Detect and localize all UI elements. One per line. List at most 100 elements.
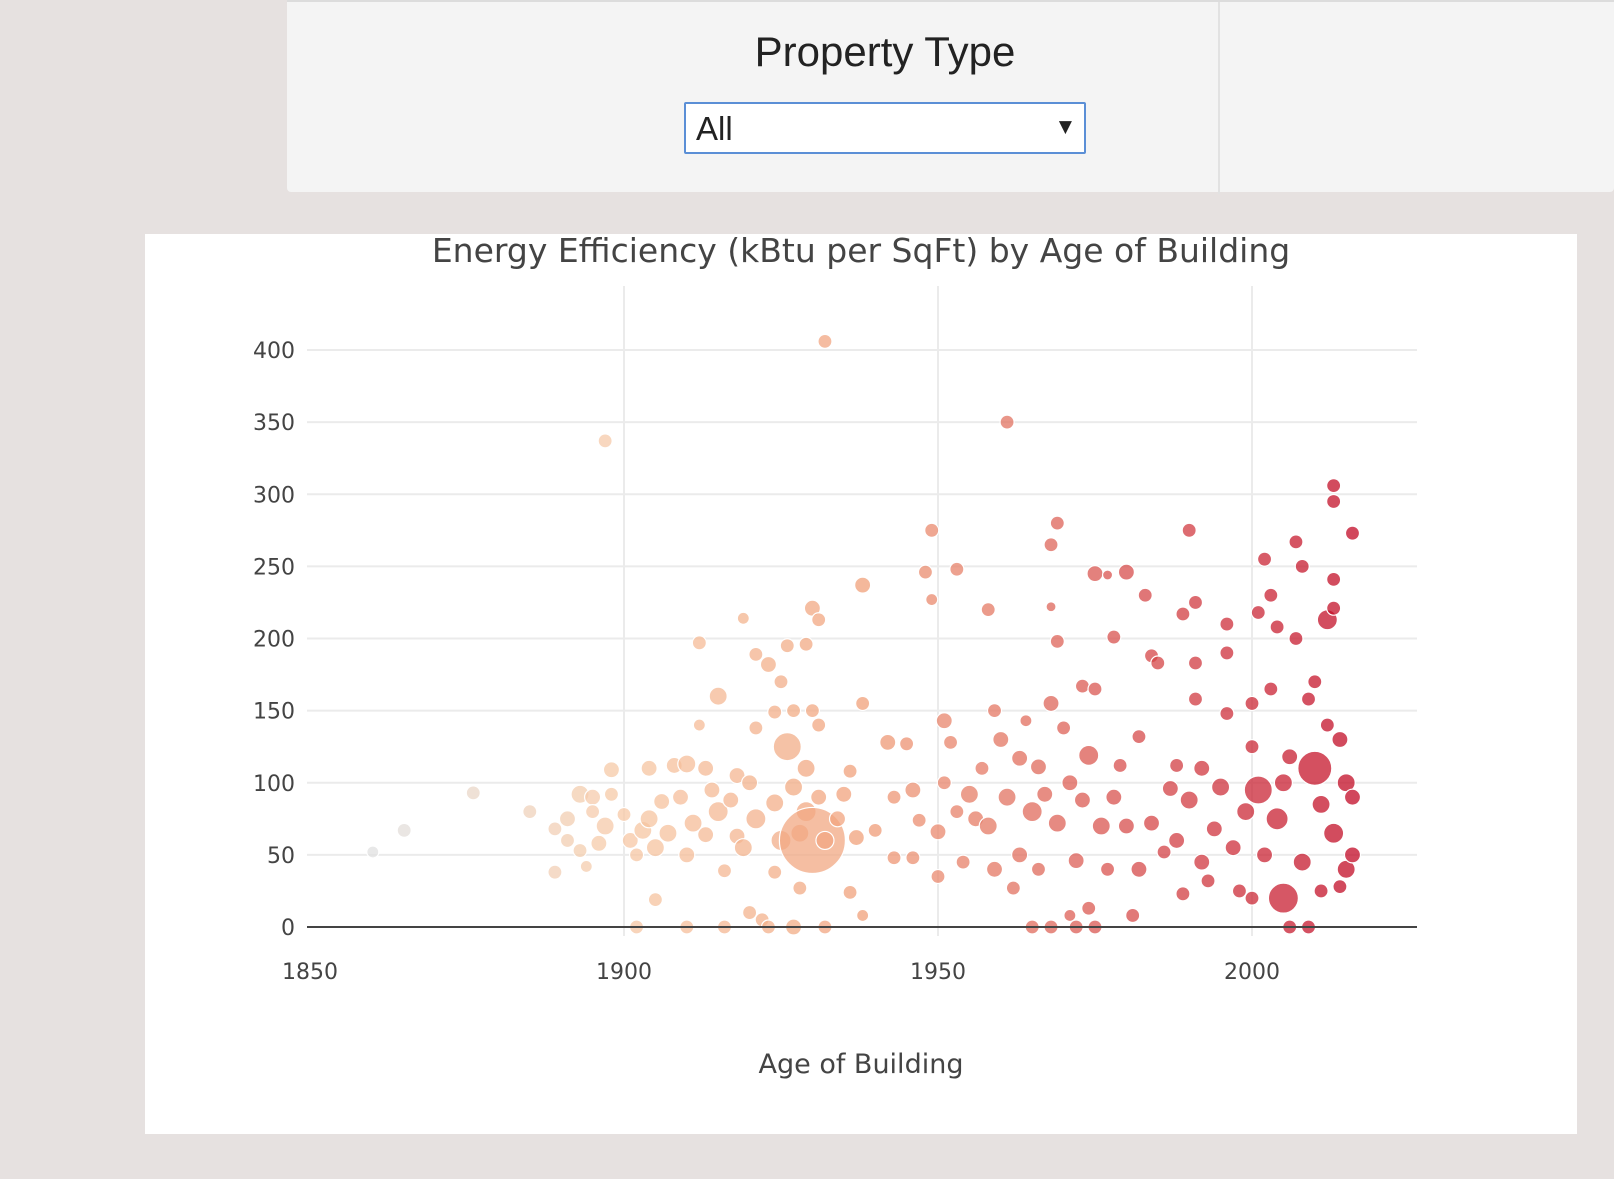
data-point[interactable]	[653, 792, 671, 811]
data-point[interactable]	[779, 638, 795, 654]
data-point[interactable]	[639, 809, 659, 829]
data-point[interactable]	[522, 803, 538, 820]
data-point[interactable]	[1086, 564, 1104, 583]
data-point[interactable]	[1319, 717, 1335, 733]
data-point[interactable]	[1263, 681, 1279, 697]
data-point[interactable]	[930, 868, 946, 885]
data-point[interactable]	[658, 823, 678, 843]
data-point[interactable]	[1117, 817, 1136, 835]
data-point[interactable]	[1005, 880, 1021, 896]
data-point[interactable]	[949, 561, 965, 577]
data-point[interactable]	[1311, 794, 1331, 814]
data-point[interactable]	[741, 904, 758, 921]
data-point[interactable]	[1067, 852, 1085, 870]
data-point[interactable]	[396, 822, 412, 838]
data-point[interactable]	[1313, 883, 1329, 899]
data-point[interactable]	[917, 564, 934, 580]
data-point[interactable]	[1244, 890, 1260, 906]
data-point[interactable]	[904, 781, 922, 799]
data-point[interactable]	[1326, 477, 1342, 494]
data-point[interactable]	[640, 759, 658, 777]
data-point[interactable]	[1343, 788, 1362, 806]
data-point[interactable]	[716, 863, 733, 879]
data-point[interactable]	[1137, 587, 1153, 603]
data-point[interactable]	[835, 785, 853, 803]
data-point[interactable]	[1300, 691, 1317, 707]
data-point[interactable]	[1326, 493, 1342, 510]
data-point[interactable]	[691, 635, 707, 651]
data-point[interactable]	[584, 788, 602, 806]
data-point[interactable]	[1243, 775, 1273, 805]
data-point[interactable]	[1281, 748, 1299, 766]
data-point[interactable]	[697, 826, 715, 844]
data-point[interactable]	[1049, 633, 1065, 649]
data-point[interactable]	[1091, 816, 1111, 836]
data-point[interactable]	[985, 860, 1004, 878]
data-point[interactable]	[955, 854, 971, 870]
data-point[interactable]	[547, 864, 563, 880]
data-point[interactable]	[740, 774, 759, 792]
data-point[interactable]	[811, 612, 827, 628]
data-point[interactable]	[936, 775, 952, 791]
data-point[interactable]	[1265, 807, 1289, 831]
data-point[interactable]	[602, 761, 621, 779]
data-point[interactable]	[1047, 813, 1067, 833]
data-point[interactable]	[1169, 757, 1185, 774]
data-point[interactable]	[1150, 655, 1166, 671]
data-point[interactable]	[1187, 691, 1204, 707]
data-point[interactable]	[1049, 515, 1065, 531]
data-point[interactable]	[1250, 604, 1266, 621]
data-point[interactable]	[722, 791, 740, 809]
data-point[interactable]	[707, 800, 729, 823]
data-point[interactable]	[590, 834, 608, 852]
data-point[interactable]	[778, 806, 847, 875]
data-point[interactable]	[886, 850, 902, 866]
data-point[interactable]	[1042, 694, 1060, 713]
data-point[interactable]	[1029, 758, 1048, 776]
data-point[interactable]	[748, 646, 764, 662]
data-point[interactable]	[736, 611, 750, 625]
data-point[interactable]	[1255, 846, 1274, 864]
data-point[interactable]	[1210, 777, 1231, 797]
data-point[interactable]	[547, 821, 563, 837]
data-point[interactable]	[974, 760, 990, 776]
data-point[interactable]	[559, 832, 576, 849]
data-point[interactable]	[1073, 791, 1092, 809]
data-point[interactable]	[1011, 846, 1029, 864]
data-point[interactable]	[677, 754, 697, 774]
data-point[interactable]	[748, 720, 764, 736]
data-point[interactable]	[1288, 630, 1304, 647]
data-point[interactable]	[595, 816, 615, 836]
data-point[interactable]	[1081, 900, 1097, 916]
data-point[interactable]	[796, 758, 816, 778]
data-point[interactable]	[949, 803, 965, 820]
data-point[interactable]	[678, 846, 696, 864]
data-point[interactable]	[1168, 831, 1186, 850]
data-point[interactable]	[1187, 655, 1204, 671]
data-point[interactable]	[1307, 674, 1323, 690]
data-point[interactable]	[980, 602, 996, 618]
data-point[interactable]	[597, 433, 613, 449]
data-point[interactable]	[1112, 757, 1128, 774]
data-point[interactable]	[1175, 886, 1191, 902]
data-point[interactable]	[1045, 601, 1057, 613]
data-point[interactable]	[925, 592, 939, 607]
data-point[interactable]	[1106, 629, 1122, 645]
data-point[interactable]	[703, 781, 721, 799]
data-point[interactable]	[1187, 594, 1204, 611]
data-point[interactable]	[1331, 730, 1349, 749]
data-point[interactable]	[935, 712, 953, 730]
data-point[interactable]	[867, 822, 883, 838]
data-point[interactable]	[886, 789, 902, 805]
data-point[interactable]	[1030, 861, 1047, 877]
data-point[interactable]	[1125, 907, 1141, 924]
data-point[interactable]	[842, 884, 858, 900]
data-point[interactable]	[1224, 839, 1242, 857]
data-point[interactable]	[1117, 563, 1136, 581]
data-point[interactable]	[1297, 750, 1333, 786]
data-point[interactable]	[1105, 788, 1123, 806]
data-point[interactable]	[1181, 522, 1197, 538]
data-point[interactable]	[671, 788, 690, 806]
data-point[interactable]	[683, 813, 703, 833]
data-point[interactable]	[992, 730, 1010, 749]
